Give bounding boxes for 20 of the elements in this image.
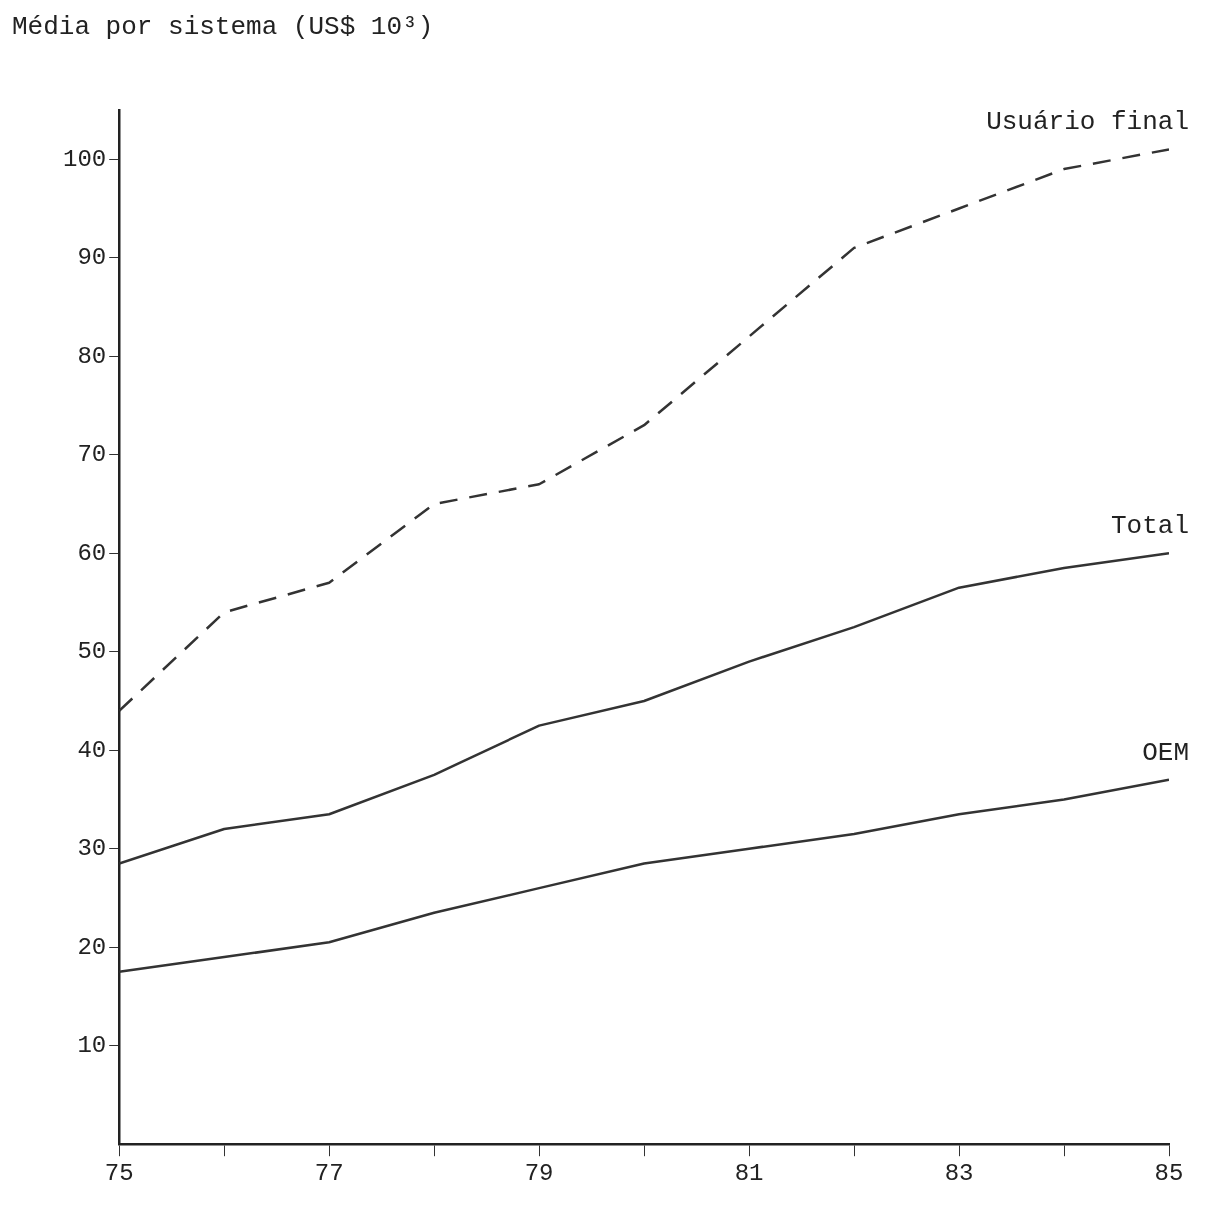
x-tick-label: 79 [524, 1159, 554, 1187]
x-tick-label: 85 [1154, 1159, 1184, 1187]
y-tick-label: 60 [77, 539, 107, 567]
y-tick-label: 90 [77, 244, 107, 272]
x-tick-label: 81 [734, 1159, 764, 1187]
y-tick-label: 40 [77, 736, 107, 764]
x-tick-label: 75 [104, 1159, 134, 1187]
y-tick-label: 80 [77, 342, 107, 370]
y-tick-label: 10 [77, 1032, 107, 1060]
series-label: Usuário final [986, 107, 1189, 138]
x-tick-label: 83 [944, 1159, 974, 1187]
x-tick-label: 77 [314, 1159, 344, 1187]
y-tick-label: 70 [77, 441, 107, 469]
y-axis-title: Média por sistema (US$ 10³) [12, 11, 434, 42]
y-tick-label: 30 [77, 835, 107, 863]
series-label: OEM [1142, 737, 1189, 768]
y-tick-label: 100 [62, 145, 107, 173]
series-label: Total [1110, 511, 1189, 542]
y-tick-label: 50 [77, 638, 107, 666]
y-tick-label: 20 [77, 933, 107, 961]
